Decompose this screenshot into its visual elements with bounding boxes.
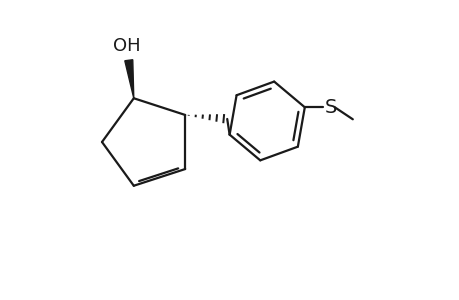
Text: OH: OH bbox=[113, 37, 140, 55]
Polygon shape bbox=[124, 60, 134, 98]
Text: S: S bbox=[324, 98, 336, 117]
